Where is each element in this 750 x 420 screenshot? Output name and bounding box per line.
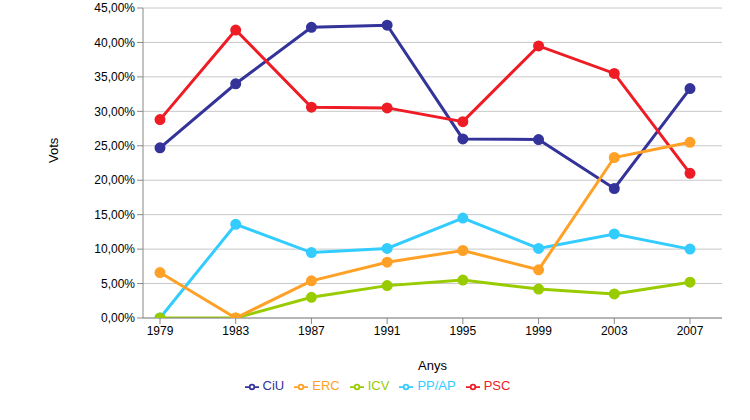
svg-text:10,00%: 10,00% [94, 242, 135, 256]
svg-text:25,00%: 25,00% [94, 139, 135, 153]
svg-text:Anys: Anys [418, 358, 447, 373]
svg-text:40,00%: 40,00% [94, 36, 135, 50]
html-text:PSC: PSC [483, 378, 511, 393]
svg-text:2003: 2003 [601, 324, 628, 338]
svg-text:Vots: Vots [46, 137, 61, 163]
html-text:CiU: CiU [262, 378, 285, 393]
svg-text:0,00%: 0,00% [101, 311, 135, 325]
svg-text:45,00%: 45,00% [94, 1, 135, 15]
html-text:ICV: ICV [367, 378, 390, 393]
svg-text:20,00%: 20,00% [94, 173, 135, 187]
svg-text:1987: 1987 [298, 324, 325, 338]
svg-text:30,00%: 30,00% [94, 105, 135, 119]
svg-text:15,00%: 15,00% [94, 208, 135, 222]
svg-text:1995: 1995 [450, 324, 477, 338]
svg-text:1979: 1979 [147, 324, 174, 338]
html-text:PP/AP: PP/AP [417, 378, 456, 393]
svg-text:2007: 2007 [677, 324, 704, 338]
svg-text:5,00%: 5,00% [101, 277, 135, 291]
svg-text:1999: 1999 [525, 324, 552, 338]
svg-text:1983: 1983 [222, 324, 249, 338]
html-text:ERC: ERC [312, 378, 340, 393]
svg-text:35,00%: 35,00% [94, 70, 135, 84]
svg-text:1991: 1991 [374, 324, 401, 338]
